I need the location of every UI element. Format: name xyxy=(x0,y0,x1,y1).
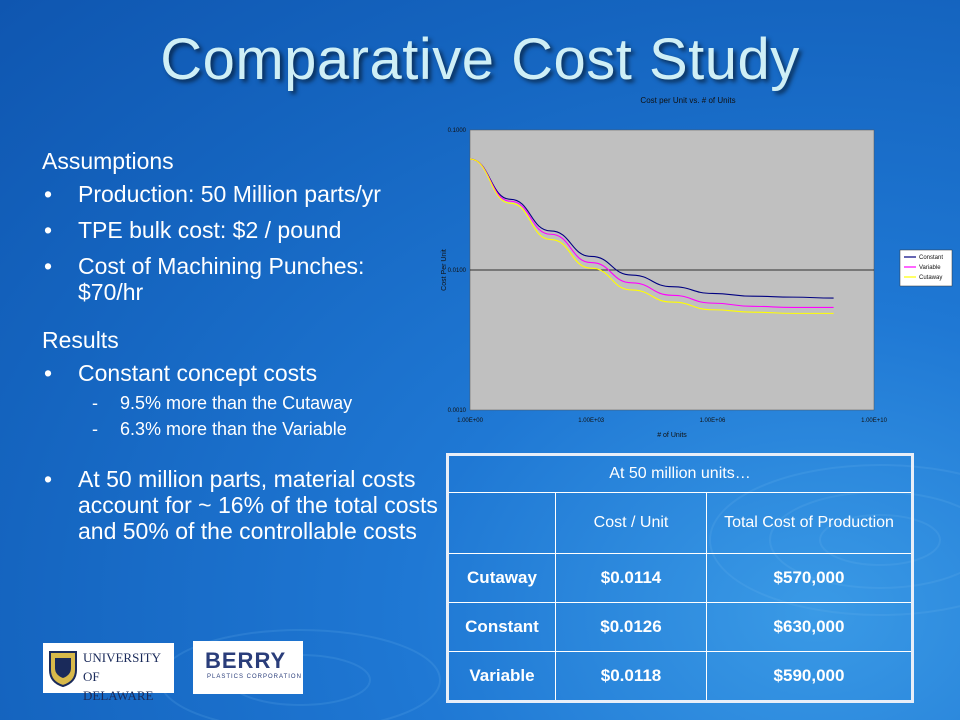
cost-chart: Cost per Unit vs. # of Units 0.1000 0.010… xyxy=(441,96,953,439)
assumption-item: Cost of Machining Punches: $70/hr xyxy=(42,253,418,305)
berry-plastics-logo: BERRY PLASTICS CORPORATION xyxy=(193,641,303,694)
y-axis-label: Cost Per Unit xyxy=(441,249,448,291)
assumption-item: Production: 50 Million parts/yr xyxy=(42,181,452,207)
x-tick-label: 1.00E+10 xyxy=(861,418,888,424)
table-header-cost-unit: Cost / Unit xyxy=(555,492,707,554)
legend-label: Variable xyxy=(919,265,941,271)
x-tick-label: 1.00E+06 xyxy=(699,418,726,424)
assumptions-list: Production: 50 Million parts/yr TPE bulk… xyxy=(42,181,452,305)
x-tick-labels: 1.00E+00 1.00E+03 1.00E+06 1.00E+10 xyxy=(457,418,888,424)
left-text-panel: Assumptions Production: 50 Million parts… xyxy=(42,148,452,554)
table-cell: $570,000 xyxy=(706,553,913,603)
legend-label: Cutaway xyxy=(919,275,942,281)
ud-wordmark: UNIVERSITY OF DELAWARE xyxy=(83,650,161,703)
table-cell: Cutaway xyxy=(447,553,556,603)
x-tick-label: 1.00E+00 xyxy=(457,418,484,424)
table-cell: $0.0118 xyxy=(555,651,707,702)
slide-title: Comparative Cost Study xyxy=(160,27,800,92)
result-sublist: 9.5% more than the Cutaway 6.3% more tha… xyxy=(78,390,452,442)
y-tick-label: 0.1000 xyxy=(448,128,467,134)
table-cell: $0.0126 xyxy=(555,602,707,652)
table-row: Cutaway $0.0114 $570,000 xyxy=(447,553,913,603)
series-lines xyxy=(469,158,834,314)
chart-title: Cost per Unit vs. # of Units xyxy=(640,96,735,105)
cost-table: At 50 million units… Cost / Unit Total C… xyxy=(446,453,914,703)
y-tick-label: 0.0010 xyxy=(448,408,467,414)
table-cell: Variable xyxy=(447,651,556,702)
table-header-total-cost: Total Cost of Production xyxy=(706,492,913,554)
result-subitem: 9.5% more than the Cutaway xyxy=(78,390,452,416)
table-header-blank xyxy=(447,492,556,554)
ud-seal-icon xyxy=(49,651,77,688)
final-bullet: At 50 million parts, material costs acco… xyxy=(42,466,448,544)
results-heading: Results xyxy=(42,327,119,353)
series-line-variable xyxy=(469,158,834,309)
x-tick-label: 1.00E+03 xyxy=(578,418,605,424)
result-item: Constant concept costs 9.5% more than th… xyxy=(42,360,452,442)
x-axis-label: # of Units xyxy=(657,432,687,439)
y-tick-labels: 0.1000 0.0100 0.0010 xyxy=(448,128,467,414)
table-caption: At 50 million units… xyxy=(447,454,913,493)
series-line-cutaway xyxy=(469,158,834,314)
berry-subtitle: PLASTICS CORPORATION xyxy=(207,674,302,680)
y-tick-label: 0.0100 xyxy=(448,268,467,274)
assumption-item: TPE bulk cost: $2 / pound xyxy=(42,217,452,243)
table-cell: $590,000 xyxy=(706,651,913,702)
table-cell: $0.0114 xyxy=(555,553,707,603)
berry-wordmark: BERRY xyxy=(205,648,287,673)
assumptions-heading: Assumptions xyxy=(42,148,174,174)
result-main-text: Constant concept costs xyxy=(78,360,318,386)
results-list: Constant concept costs 9.5% more than th… xyxy=(42,360,452,544)
table-cell: Constant xyxy=(447,602,556,652)
result-subitem: 6.3% more than the Variable xyxy=(78,416,452,442)
legend-label: Constant xyxy=(919,255,943,261)
legend-box xyxy=(899,249,953,287)
table-row: Variable $0.0118 $590,000 xyxy=(447,651,913,702)
series-line-constant xyxy=(469,158,834,299)
chart-legend: Constant Variable Cutaway xyxy=(899,249,953,287)
table-row: Constant $0.0126 $630,000 xyxy=(447,602,913,652)
university-of-delaware-logo: UNIVERSITY OF DELAWARE xyxy=(43,643,174,703)
table-cell: $630,000 xyxy=(706,602,913,652)
